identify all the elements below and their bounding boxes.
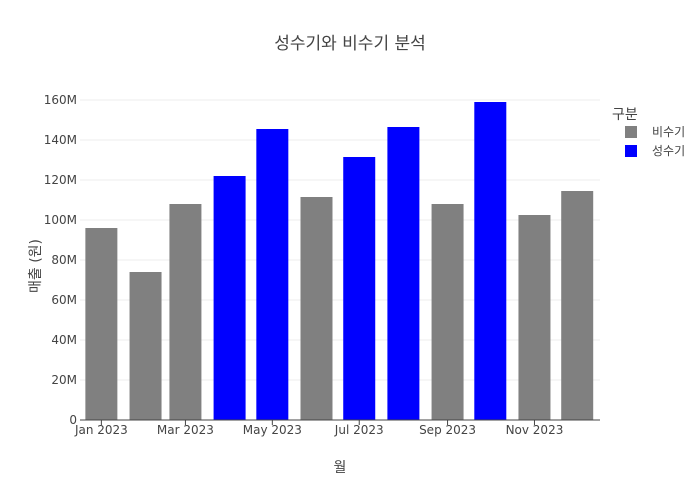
y-tick-label: 0 (69, 413, 77, 427)
x-tick-label: Sep 2023 (419, 423, 476, 437)
bar (474, 102, 507, 420)
bar (387, 127, 420, 420)
axes: 0 20M 40M 60M 80M 100M 120M 140M 160M Jan 2023 Mar… (44, 93, 600, 437)
y-axis-title: 매출 (원) (28, 239, 44, 293)
y-tick-label: 120M (44, 173, 77, 187)
bar (213, 176, 246, 420)
legend-item: 비수기 (652, 125, 685, 139)
bar (256, 129, 289, 420)
bar (431, 204, 464, 420)
gridlines (80, 99, 600, 381)
y-tick-label: 160M (44, 93, 77, 107)
y-tick-label: 40M (51, 333, 77, 347)
legend-title: 구분 (612, 107, 638, 123)
legend-item: 성수기 (652, 144, 685, 158)
bars (85, 102, 594, 420)
y-tick-label: 100M (44, 213, 77, 227)
y-tick-label: 60M (51, 293, 77, 307)
x-axis-title: 월 (334, 460, 347, 476)
chart-title: 성수기와 비수기 분석 (274, 34, 426, 54)
x-tick-label: Mar 2023 (157, 423, 214, 437)
x-tick-label: May 2023 (243, 423, 302, 437)
bar (169, 204, 202, 420)
bar (85, 228, 118, 420)
x-tick-label: Jan 2023 (74, 423, 128, 437)
legend-swatch (625, 145, 637, 157)
bar (518, 215, 551, 420)
y-tick-label: 80M (51, 253, 77, 267)
y-tick-label: 20M (51, 373, 77, 387)
x-tick-label: Nov 2023 (506, 423, 564, 437)
legend-swatch (625, 126, 637, 138)
bar (300, 197, 333, 420)
bar (343, 157, 376, 420)
y-tick-label: 140M (44, 133, 77, 147)
bar (561, 191, 594, 420)
x-tick-label: Jul 2023 (334, 423, 384, 437)
bar (129, 272, 162, 420)
